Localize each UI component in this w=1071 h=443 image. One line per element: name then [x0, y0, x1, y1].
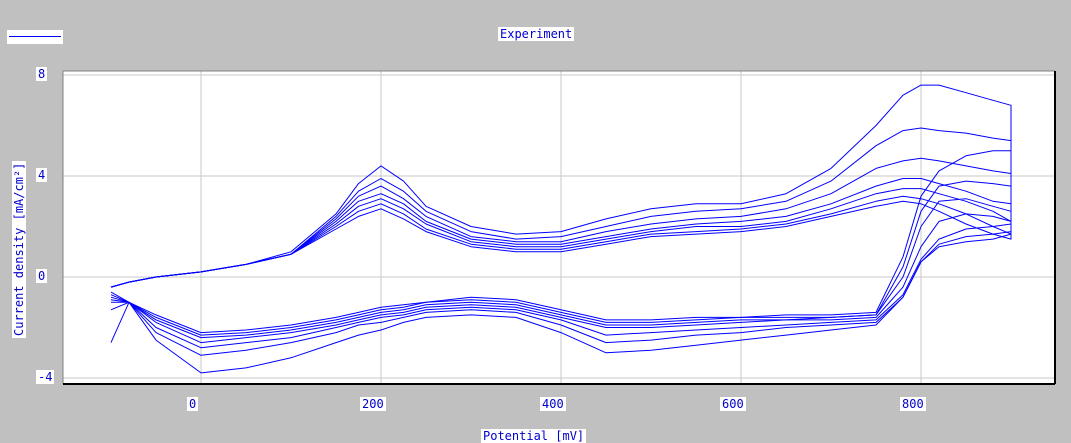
- y-tick-label: 4: [36, 168, 48, 182]
- y-tick-label: 8: [36, 67, 48, 81]
- y-axis-label: Current density [mA/cm²]: [12, 160, 26, 338]
- y-tick-label: -4: [36, 370, 55, 384]
- x-axis-label: Potential [mV]: [481, 429, 587, 443]
- x-tick-label: 600: [720, 397, 746, 411]
- x-tick-label: 400: [540, 397, 566, 411]
- legend-line-sample: [9, 36, 61, 37]
- x-tick-label: 0: [187, 397, 199, 411]
- x-tick-label: 800: [900, 397, 926, 411]
- cv-cycle-7: [110, 150, 1012, 334]
- chart-title: Experiment: [498, 27, 575, 41]
- y-tick-label: 0: [36, 269, 48, 283]
- x-tick-label: 200: [360, 397, 386, 411]
- legend-swatch: [7, 30, 63, 44]
